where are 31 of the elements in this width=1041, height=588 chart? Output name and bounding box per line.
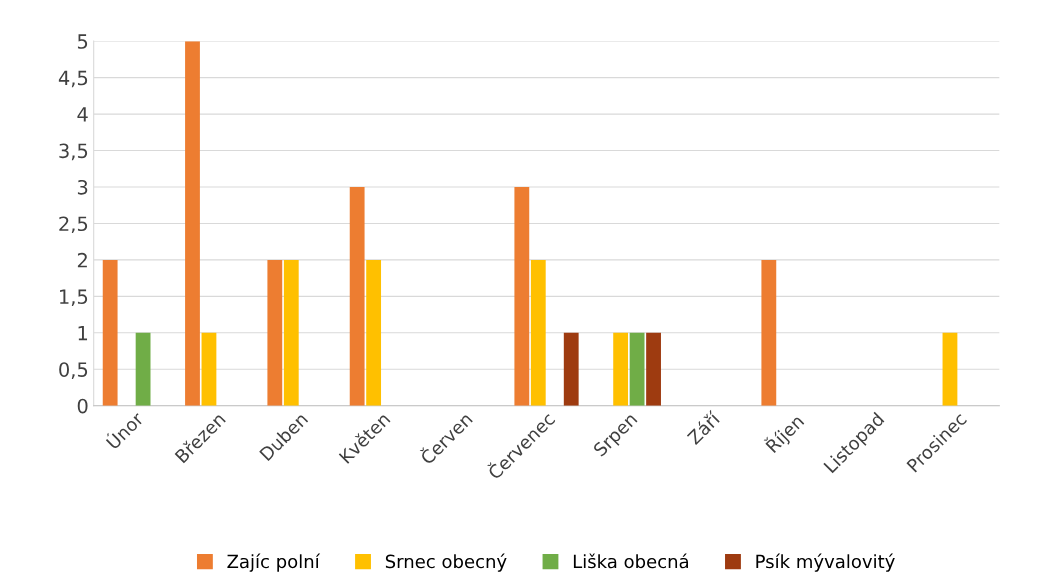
y-tick-label: 4 <box>77 107 88 122</box>
bar <box>366 259 382 406</box>
y-tick-label: 5 <box>77 34 88 49</box>
bar <box>135 332 151 406</box>
bar <box>102 259 118 406</box>
bar <box>514 186 530 406</box>
bar <box>530 259 546 406</box>
bar <box>629 332 645 406</box>
legend-label: Psík mývalovitý <box>756 553 895 572</box>
y-tick-label: 3,5 <box>59 143 88 161</box>
y-tick-label: 1 <box>78 326 88 341</box>
bar <box>349 186 365 406</box>
legend-label: Liška obecná <box>573 553 688 569</box>
bar <box>563 332 579 406</box>
bar <box>761 259 777 406</box>
bar <box>201 332 217 406</box>
y-tick-label: 0 <box>77 398 88 414</box>
y-tick-label: 4,5 <box>58 70 88 88</box>
bar <box>613 332 629 406</box>
y-tick-label: 2,5 <box>59 216 88 234</box>
y-tick-label: 3 <box>77 179 88 195</box>
bar <box>283 259 299 406</box>
bar <box>267 259 283 406</box>
bar <box>185 41 200 406</box>
bar <box>646 332 661 406</box>
bar <box>942 332 958 406</box>
legend-label: Zajíc polní <box>227 553 321 572</box>
y-tick-label: 0,5 <box>59 362 88 379</box>
y-tick-label: 2 <box>77 252 87 268</box>
y-tick-label: 1,5 <box>60 289 88 306</box>
legend-label: Srnec obecný <box>385 553 507 572</box>
